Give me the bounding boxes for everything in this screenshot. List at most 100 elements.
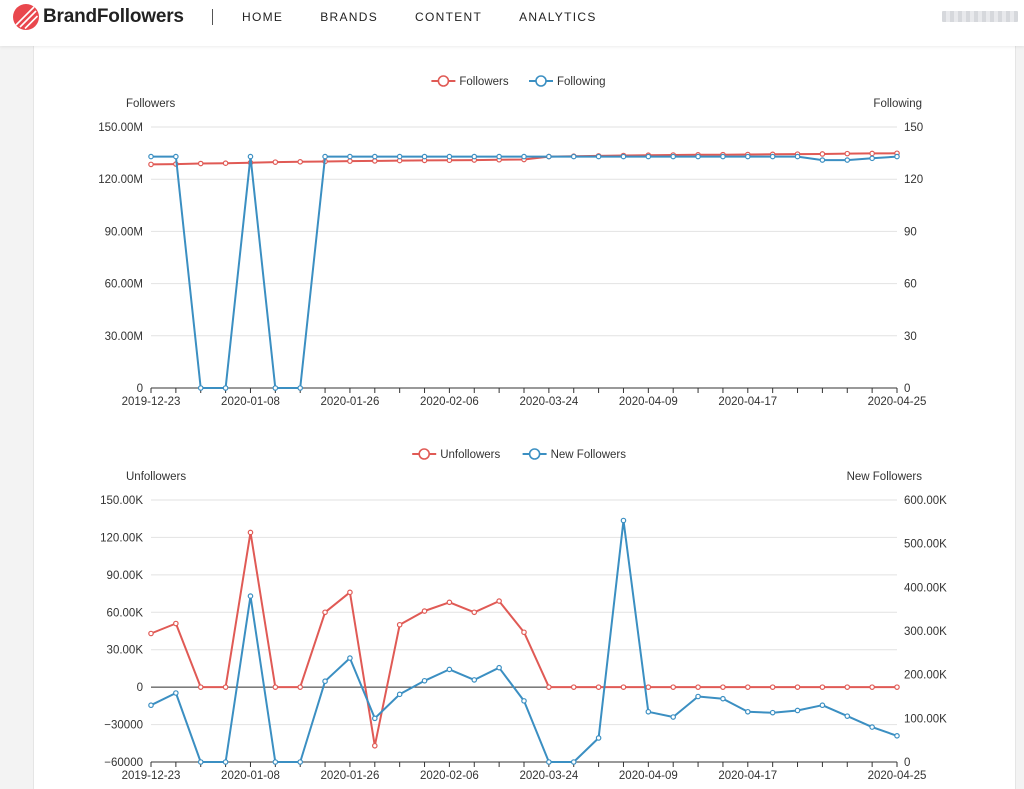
y-left-tick-label: 90.00M <box>105 226 143 238</box>
top-navigation-bar: BrandFollowers HOME BRANDS CONTENT ANALY… <box>0 0 1024 46</box>
charts-panel <box>33 46 1016 789</box>
y-right-tick-label: 0 <box>904 757 910 769</box>
data-point <box>645 708 652 715</box>
data-point <box>819 684 826 690</box>
y-left-tick-label: 0 <box>137 383 143 395</box>
nav-content[interactable]: CONTENT <box>415 10 483 24</box>
header-divider <box>212 9 213 25</box>
data-point <box>421 608 428 614</box>
brandfollowers-logo-icon <box>13 4 39 30</box>
y-left-tick-label: 120.00M <box>98 174 143 186</box>
data-point <box>844 684 851 690</box>
x-tick-label: 2019-12-23 <box>122 770 181 782</box>
y-left-axis-title: Followers <box>126 98 175 110</box>
user-account-menu[interactable] <box>942 11 1018 22</box>
data-point <box>347 589 353 596</box>
y-right-tick-label: 400.00K <box>904 582 947 594</box>
chart-legend: Unfollowers New Followers <box>412 448 626 461</box>
x-tick-label: 2020-01-08 <box>221 396 280 408</box>
x-tick-label: 2020-02-06 <box>420 770 479 782</box>
y-right-tick-label: 300.00K <box>904 626 947 638</box>
chart-1: 0 30.00M 60.00M 90.00M 120.00M 150.00M 0 30 60 90… <box>98 75 926 408</box>
x-tick-label: 2020-04-17 <box>718 396 777 408</box>
nav-brands[interactable]: BRANDS <box>320 10 379 24</box>
data-point <box>297 159 304 165</box>
y-left-tick-label: 150.00M <box>98 122 143 134</box>
data-point <box>222 684 229 690</box>
x-tick-label: 2020-01-26 <box>321 396 380 408</box>
y-right-tick-label: 100.00K <box>904 713 947 725</box>
data-point <box>421 677 428 684</box>
data-point <box>272 684 279 690</box>
legend-marker <box>437 75 450 87</box>
data-point <box>371 742 378 749</box>
data-point <box>521 698 527 704</box>
data-point <box>297 684 304 690</box>
data-point <box>844 713 851 719</box>
data-point <box>446 153 453 160</box>
x-tick-label: 2020-03-24 <box>519 770 578 782</box>
y-right-tick-label: 500.00K <box>904 539 947 551</box>
data-point <box>148 702 154 709</box>
data-point <box>347 153 353 160</box>
data-point <box>496 598 502 604</box>
data-point <box>894 684 900 690</box>
data-point <box>794 707 801 714</box>
data-point <box>670 714 677 720</box>
data-point <box>794 153 801 160</box>
data-point <box>869 684 875 690</box>
data-point <box>695 153 701 160</box>
y-left-tick-label: −30000 <box>104 720 143 732</box>
data-point <box>173 153 179 160</box>
brand-name: BrandFollowers <box>43 6 184 27</box>
data-point <box>844 150 851 157</box>
data-point <box>695 693 701 700</box>
data-point <box>769 153 776 160</box>
y-left-tick-label: 90.00K <box>107 570 144 582</box>
data-point <box>197 684 204 690</box>
data-point <box>869 155 875 162</box>
data-point <box>471 153 478 160</box>
x-tick-label: 2020-01-26 <box>321 770 380 782</box>
data-point <box>322 609 328 616</box>
data-point <box>222 759 229 765</box>
nav-analytics[interactable]: ANALYTICS <box>519 10 597 24</box>
y-right-tick-label: 30 <box>904 331 917 343</box>
data-point <box>620 153 627 160</box>
data-point <box>744 153 751 160</box>
data-point <box>421 153 428 160</box>
data-point <box>297 759 304 765</box>
data-point <box>595 735 602 741</box>
main-nav: HOME BRANDS CONTENT ANALYTICS <box>242 10 634 24</box>
x-tick-label: 2019-12-23 <box>122 396 181 408</box>
y-right-tick-label: 200.00K <box>904 670 947 682</box>
series-line-following <box>151 155 898 389</box>
data-point <box>322 153 328 160</box>
y-right-axis-title: New Followers <box>847 471 923 483</box>
data-point <box>272 159 279 165</box>
data-point <box>197 160 204 167</box>
data-point <box>794 684 801 690</box>
y-right-tick-label: 150 <box>904 122 923 134</box>
legend-label: Following <box>557 76 606 88</box>
data-point <box>173 690 179 696</box>
data-point <box>894 153 900 160</box>
data-point <box>521 629 527 636</box>
data-point <box>546 684 552 690</box>
data-point <box>247 529 254 536</box>
data-point <box>247 153 254 160</box>
data-point <box>272 759 279 765</box>
data-point <box>148 630 154 637</box>
data-point <box>620 517 627 524</box>
nav-home[interactable]: HOME <box>242 10 284 24</box>
data-point <box>446 599 453 606</box>
data-point <box>819 702 826 709</box>
y-left-tick-label: 60.00K <box>107 607 144 619</box>
data-point <box>744 708 751 715</box>
y-left-tick-label: 60.00M <box>105 279 143 291</box>
data-point <box>496 664 502 671</box>
data-point <box>744 684 751 690</box>
y-left-axis-title: Unfollowers <box>126 471 186 483</box>
brand-logo[interactable]: BrandFollowers <box>12 3 184 31</box>
data-point <box>645 153 652 160</box>
